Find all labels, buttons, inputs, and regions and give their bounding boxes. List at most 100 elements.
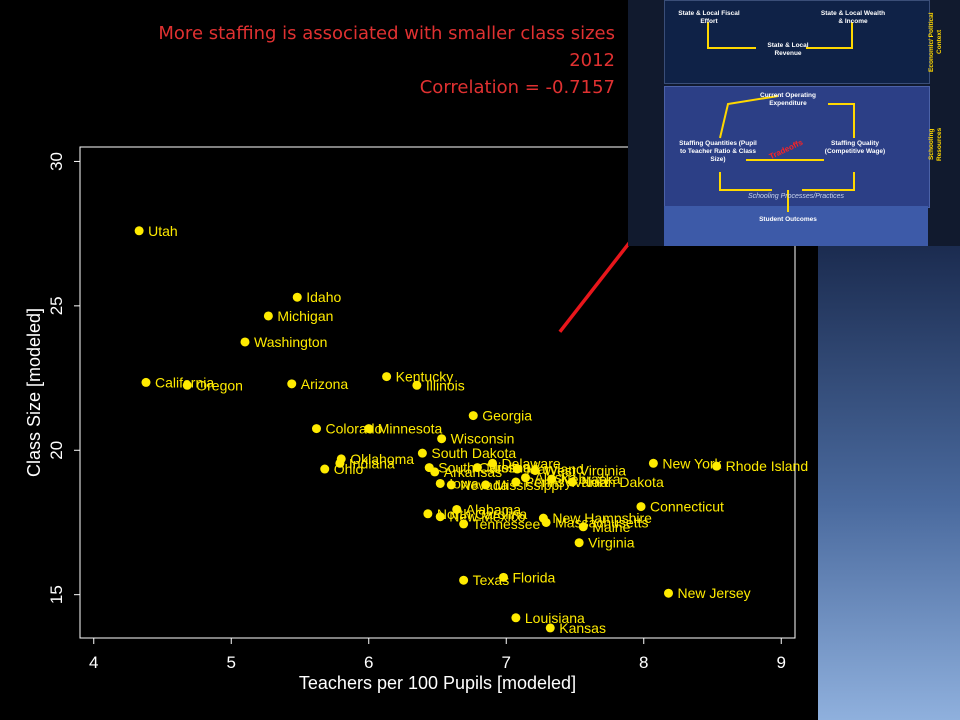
point-label-idaho: Idaho (306, 289, 341, 305)
data-point-idaho (292, 292, 302, 302)
data-points: UtahIdahoMichiganWashingtonCaliforniaOre… (134, 223, 809, 636)
point-label-illinois: Illinois (426, 377, 465, 393)
data-point-nevada (446, 480, 456, 490)
data-point-minnesota (364, 424, 374, 434)
point-label-iowa: Iowa (449, 475, 479, 491)
data-point-california (141, 377, 151, 387)
student-outcomes-band (664, 206, 928, 246)
inset-student-outcomes: Student Outcomes (759, 216, 817, 223)
data-point-south-dakota (417, 448, 427, 458)
point-label-arkansas: Arkansas (444, 464, 502, 480)
point-label-new-mexico: New Mexico (449, 509, 525, 525)
data-point-kansas (545, 623, 555, 633)
inset-current-operating: Current Operating Expenditure (760, 92, 816, 107)
y-tick-label: 25 (47, 296, 66, 315)
point-label-louisiana: Louisiana (525, 610, 585, 626)
framework-diagram-inset: State & Local Fiscal Effort State & Loca… (628, 0, 960, 246)
point-label-new-jersey: New Jersey (678, 585, 751, 601)
data-point-michigan (263, 311, 273, 321)
data-point-ohio (320, 464, 330, 474)
data-point-arizona (287, 379, 297, 389)
background-gradient-panel (818, 240, 960, 720)
data-point-florida (499, 572, 508, 582)
data-point-alabama (452, 504, 462, 514)
x-tick-label: 8 (639, 653, 648, 672)
data-point-colorado (312, 424, 321, 434)
data-point-massachusetts (541, 517, 551, 527)
title-line-1: More staffing is associated with smaller… (158, 23, 615, 44)
x-axis-label: Teachers per 100 Pupils [modeled] (299, 673, 576, 693)
data-point-delaware (488, 458, 497, 468)
inset-processes: Schooling Processes/Practices (747, 193, 845, 200)
x-tick-label: 6 (364, 653, 373, 672)
data-point-iowa (435, 478, 445, 488)
point-label-new-hampshire: New Hampshire (552, 510, 652, 526)
data-point-oregon (182, 380, 192, 390)
data-point-connecticut (636, 502, 646, 512)
x-tick-label: 4 (89, 653, 98, 672)
point-label-arizona: Arizona (301, 376, 349, 392)
title-line-2: 2012 (569, 50, 615, 71)
point-label-oregon: Oregon (196, 377, 243, 393)
point-label-michigan: Michigan (277, 308, 333, 324)
x-tick-label: 7 (502, 653, 511, 672)
point-label-kentucky: Kentucky (396, 369, 454, 385)
x-tick-label: 9 (777, 653, 786, 672)
data-point-virginia (574, 538, 584, 548)
data-point-tennessee (459, 519, 469, 529)
data-point-illinois (412, 380, 422, 390)
point-label-maine: Maine (592, 519, 630, 535)
slide-title: More staffing is associated with smaller… (158, 20, 615, 101)
inset-wealth-income: State & Local Wealth & Income (820, 10, 886, 25)
point-label-indiana: Indiana (349, 455, 395, 471)
point-label-missouri: Missouri (486, 460, 538, 476)
point-label-kansas: Kansas (559, 620, 606, 636)
point-label-rhode-island: Rhode Island (726, 458, 809, 474)
point-label-utah: Utah (148, 223, 178, 239)
x-axis: 4 5 6 7 8 9 (89, 638, 786, 672)
data-point-north-dakota (567, 477, 577, 487)
point-label-virginia: Virginia (588, 535, 635, 551)
data-point-kentucky (382, 372, 392, 382)
data-point-indiana (335, 458, 345, 468)
inset-economic-context-label: Economic/ Political Context (928, 12, 943, 72)
y-axis-label: Class Size [modeled] (24, 308, 44, 477)
point-label-pennsylvania: Pennsylvania (525, 474, 608, 490)
data-point-alaska (521, 473, 530, 483)
plot-frame (79, 146, 796, 639)
data-point-new-mexico (435, 512, 445, 522)
data-point-rhode-island (712, 461, 722, 471)
data-point-arkansas (430, 467, 440, 477)
y-tick-label: 30 (47, 152, 66, 171)
data-point-new-york (648, 458, 658, 468)
point-label-south-dakota: South Dakota (431, 445, 516, 461)
data-point-wisconsin (437, 434, 447, 444)
point-label-north-dakota: North Dakota (581, 474, 664, 490)
point-label-alabama: Alabama (466, 501, 521, 517)
inset-schooling-resources-label: Schooling Resources (928, 127, 943, 161)
point-label-georgia: Georgia (482, 408, 532, 424)
point-label-oklahoma: Oklahoma (350, 451, 414, 467)
point-label-south-carolina: South Carolina (438, 460, 531, 476)
point-label-north-carolina: North Carolina (437, 506, 527, 522)
inset-fiscal-effort: State & Local Fiscal Effort (678, 10, 740, 25)
point-label-washington: Washington (254, 334, 327, 350)
point-label-west-virginia: West Virginia (544, 462, 626, 478)
schooling-resources-band (664, 86, 930, 208)
point-label-connecticut: Connecticut (650, 499, 724, 515)
data-point-missouri (472, 463, 482, 473)
point-label-ohio: Ohio (334, 461, 364, 477)
point-label-wisconsin: Wisconsin (451, 431, 515, 447)
data-point-west-virginia (530, 465, 540, 475)
inset-staffing-quality: Staffing Quality (Competitive Wage) (824, 140, 886, 155)
point-label-massachusetts: Massachusetts (555, 514, 648, 530)
economic-context-band (664, 0, 930, 84)
title-line-3: Correlation = -0.7157 (419, 77, 615, 98)
inset-connectors (707, 22, 855, 212)
data-point-georgia (468, 411, 478, 421)
data-point-nebraska (547, 474, 557, 484)
data-point-washington (240, 337, 250, 347)
y-tick-label: 15 (47, 585, 66, 604)
data-point-north-carolina (423, 509, 433, 519)
